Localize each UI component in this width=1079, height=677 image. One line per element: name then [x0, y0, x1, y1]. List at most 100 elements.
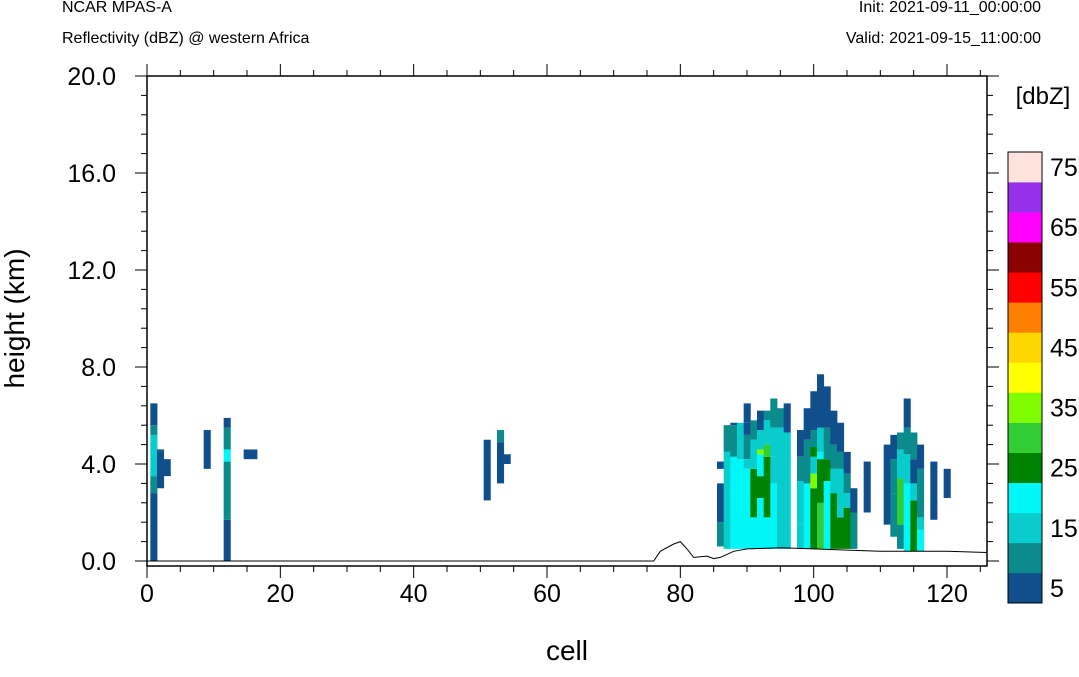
reflectivity-cell	[797, 456, 805, 481]
reflectivity-cell	[897, 449, 905, 479]
reflectivity-cell	[850, 512, 858, 549]
reflectivity-cell	[843, 493, 851, 508]
reflectivity-cell	[843, 451, 851, 474]
colorbar-swatch	[1008, 242, 1042, 273]
reflectivity-cell	[803, 464, 811, 484]
x-tick-label: 120	[926, 580, 968, 608]
colorbar-swatch	[1008, 542, 1042, 574]
reflectivity-cell	[910, 500, 918, 552]
reflectivity-cell	[903, 483, 911, 525]
reflectivity-cell	[743, 434, 751, 460]
colorbar-label: 35	[1050, 395, 1078, 423]
reflectivity-cell	[817, 374, 825, 428]
reflectivity-cell	[823, 386, 831, 428]
reflectivity-cell	[203, 430, 211, 469]
reflectivity-cell	[497, 430, 505, 443]
reflectivity-cell	[917, 517, 925, 530]
init-time: Init: 2021-09-11_00:00:00	[858, 0, 1041, 16]
colorbar-swatch	[1008, 392, 1042, 423]
reflectivity-cell	[837, 517, 845, 549]
colorbar-swatch	[1008, 212, 1042, 243]
reflectivity-cell	[917, 468, 925, 518]
reflectivity-cell	[843, 507, 851, 549]
reflectivity-cell	[777, 427, 785, 549]
reflectivity-cell	[797, 480, 805, 525]
reflectivity-cell	[763, 456, 771, 518]
x-tick-label: 40	[400, 580, 428, 608]
colorbar-swatch	[1008, 452, 1042, 484]
colorbar-swatch	[1008, 512, 1042, 544]
reflectivity-cell	[903, 427, 911, 455]
reflectivity-cell	[830, 410, 838, 445]
y-axis-label: height (km)	[0, 248, 30, 388]
plot-frame	[146, 75, 988, 567]
reflectivity-cell	[883, 444, 891, 525]
colorbar-label: 25	[1050, 455, 1078, 483]
reflectivity-cell	[750, 451, 758, 469]
valid-time: Valid: 2021-09-15_11:00:00	[845, 30, 1041, 47]
reflectivity-cell	[717, 483, 725, 523]
reflectivity-cell	[223, 417, 231, 428]
reflectivity-cell	[850, 488, 858, 513]
reflectivity-cell	[223, 427, 231, 450]
reflectivity-cell	[757, 410, 765, 431]
reflectivity-cell	[810, 430, 818, 448]
y-tick-label: 12.0	[67, 257, 116, 285]
reflectivity-cell	[797, 430, 805, 457]
reflectivity-cell	[497, 442, 505, 484]
reflectivity-cell	[163, 459, 171, 477]
reflectivity-cell	[750, 468, 758, 518]
colorbar-label: 5	[1050, 575, 1064, 603]
reflectivity-cell	[837, 468, 845, 508]
reflectivity-cell	[157, 451, 165, 489]
reflectivity-cell	[897, 478, 905, 525]
terrain-line	[147, 541, 988, 562]
colorbar-label: 65	[1050, 214, 1078, 242]
reflectivity-cell	[763, 444, 771, 457]
reflectivity-cell	[770, 427, 778, 457]
y-tick-label: 0.0	[81, 548, 116, 576]
reflectivity-cell	[150, 403, 158, 426]
reflectivity-cell	[810, 456, 818, 474]
reflectivity-cell	[823, 459, 831, 481]
y-tick-label: 20.0	[67, 63, 116, 91]
reflectivity-cell	[830, 493, 838, 513]
reflectivity-cell	[903, 454, 911, 484]
reflectivity-cell	[943, 468, 951, 498]
reflectivity-cell	[910, 483, 918, 501]
reflectivity-cell	[757, 497, 765, 549]
reflectivity-cell	[823, 427, 831, 460]
reflectivity-cell	[843, 473, 851, 494]
colorbar-swatch	[1008, 332, 1042, 363]
x-tick-label: 20	[266, 580, 294, 608]
reflectivity-cell	[750, 420, 758, 440]
reflectivity-cell	[810, 447, 818, 457]
reflectivity-cell	[743, 403, 751, 423]
reflectivity-cell	[783, 403, 791, 433]
x-tick-label: 0	[140, 580, 154, 608]
reflectivity-cell	[823, 480, 831, 549]
colorbar-frame	[1007, 151, 1043, 604]
reflectivity-cell	[810, 473, 818, 489]
reflectivity-cell	[763, 420, 771, 445]
reflectivity-cell	[723, 425, 731, 452]
reflectivity-cell	[930, 461, 938, 520]
colorbar-swatch	[1008, 422, 1042, 453]
reflectivity-cell	[730, 422, 738, 426]
reflectivity-cell	[737, 422, 745, 460]
reflectivity-cell	[770, 456, 778, 484]
reflectivity-cell	[917, 529, 925, 552]
reflectivity-cell	[803, 439, 811, 464]
y-tick-label: 4.0	[81, 451, 116, 479]
reflectivity-cell	[743, 468, 751, 549]
colorbar-swatch	[1008, 302, 1042, 333]
x-tick-label: 100	[793, 580, 835, 608]
variable-title: Reflectivity (dBZ) @ western Africa	[62, 30, 310, 47]
reflectivity-cell	[157, 449, 165, 452]
reflectivity-cell	[223, 461, 231, 520]
x-tick-label: 80	[666, 580, 694, 608]
reflectivity-cell	[837, 451, 845, 469]
reflectivity-cell	[757, 454, 765, 477]
reflectivity-cell	[750, 517, 758, 549]
